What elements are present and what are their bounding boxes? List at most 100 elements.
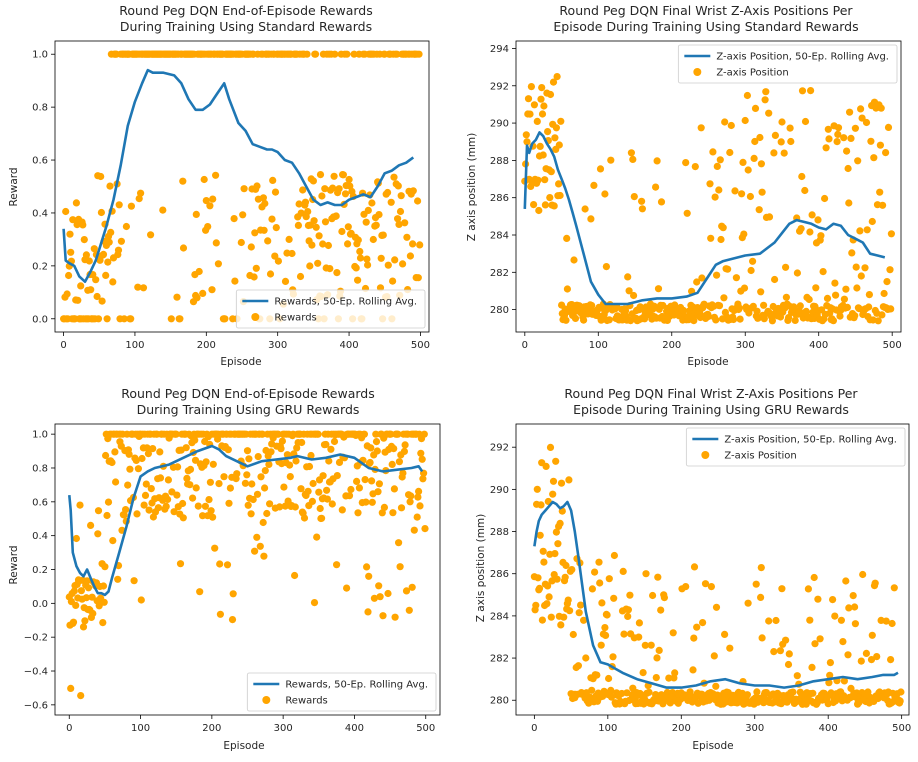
scatter-point bbox=[691, 163, 699, 171]
scatter-point bbox=[569, 630, 577, 639]
scatter-point bbox=[277, 445, 285, 453]
scatter-point bbox=[363, 255, 371, 263]
x-tick-label: 500 bbox=[892, 723, 911, 734]
scatter-point bbox=[610, 551, 619, 560]
scatter-point bbox=[333, 269, 341, 277]
scatter-point bbox=[147, 485, 155, 493]
scatter-point bbox=[793, 672, 801, 680]
chart-title-line1: Round Peg DQN End-of-Episode Rewards bbox=[119, 3, 373, 18]
scatter-point bbox=[304, 208, 312, 216]
scatter-point bbox=[602, 631, 610, 640]
scatter-point bbox=[840, 677, 849, 685]
y-tick-label: 0.6 bbox=[32, 156, 48, 167]
scatter-point bbox=[868, 631, 876, 639]
scatter-point bbox=[729, 315, 738, 324]
scatter-point bbox=[223, 561, 232, 569]
scatter-point bbox=[768, 317, 777, 325]
scatter-point bbox=[214, 260, 222, 268]
scatter-point bbox=[274, 257, 282, 265]
scatter-point bbox=[311, 50, 320, 58]
scatter-point bbox=[356, 254, 365, 262]
scatter-point bbox=[402, 587, 411, 595]
scatter-point bbox=[372, 430, 380, 438]
scatter-point bbox=[389, 277, 397, 285]
scatter-point bbox=[814, 216, 822, 224]
scatter-point bbox=[538, 110, 547, 118]
scatter-point bbox=[391, 613, 399, 621]
scatter-point bbox=[857, 657, 865, 665]
scatter-point bbox=[260, 552, 268, 560]
scatter-point bbox=[331, 50, 339, 58]
chart-panel-gru-rewards: Round Peg DQN End-of-Episode Rewards Dur… bbox=[8, 386, 441, 752]
scatter-point bbox=[563, 285, 572, 293]
scatter-point bbox=[627, 149, 636, 157]
scatter-point bbox=[97, 208, 105, 217]
scatter-point bbox=[333, 561, 341, 569]
scatter-point bbox=[568, 566, 576, 574]
scatter-point bbox=[390, 173, 398, 181]
scatter-point bbox=[189, 494, 197, 502]
scatter-point bbox=[719, 224, 727, 232]
scatter-point bbox=[263, 509, 271, 518]
scatter-point bbox=[205, 496, 213, 504]
scatter-point bbox=[697, 124, 705, 132]
scatter-point bbox=[354, 236, 362, 244]
scatter-point bbox=[390, 445, 398, 453]
scatter-point bbox=[225, 499, 233, 507]
scatter-point bbox=[825, 135, 833, 143]
scatter-point bbox=[724, 265, 732, 273]
scatter-point bbox=[605, 674, 613, 683]
scatter-point bbox=[239, 211, 247, 219]
scatter-point bbox=[553, 73, 561, 81]
scatter-point bbox=[588, 301, 596, 310]
scatter-point bbox=[283, 451, 291, 459]
scatter-point bbox=[782, 263, 790, 271]
scatter-point bbox=[103, 315, 111, 323]
scatter-point bbox=[251, 547, 259, 555]
scatter-point bbox=[808, 663, 816, 672]
scatter-point bbox=[804, 585, 813, 593]
scatter-point bbox=[786, 124, 794, 132]
scatter-point bbox=[305, 462, 314, 471]
scatter-point bbox=[335, 185, 343, 193]
scatter-point bbox=[149, 445, 157, 453]
scatter-point bbox=[837, 616, 846, 624]
scatter-point bbox=[682, 583, 690, 591]
scatter-point bbox=[395, 220, 403, 228]
scatter-point bbox=[132, 456, 140, 464]
scatter-point bbox=[167, 315, 175, 323]
scatter-point bbox=[706, 180, 714, 188]
scatter-point bbox=[199, 512, 207, 520]
scatter-point bbox=[565, 476, 573, 484]
scatter-point bbox=[321, 185, 329, 193]
scatter-point bbox=[605, 316, 613, 324]
x-tick-label: 500 bbox=[411, 340, 430, 351]
scatter-point bbox=[536, 531, 544, 539]
scatter-point bbox=[831, 279, 839, 287]
scatter-point bbox=[82, 594, 90, 602]
scatter-point bbox=[844, 164, 852, 173]
scatter-point bbox=[251, 229, 259, 237]
rolling-average-line bbox=[533, 500, 899, 689]
x-tick-label: 200 bbox=[662, 340, 681, 351]
scatter-point bbox=[601, 624, 609, 632]
x-tick-label: 100 bbox=[125, 340, 144, 351]
scatter-point bbox=[580, 316, 588, 324]
scatter-point bbox=[261, 484, 269, 492]
scatter-point bbox=[173, 491, 181, 499]
scatter-point bbox=[333, 472, 341, 480]
scatter-point bbox=[796, 302, 804, 310]
axis-ticks: 0 100 200 300 400 500 −0.6 −0.4 −0.2 0.0 0.2 0.4 0.6… bbox=[24, 430, 436, 734]
scatter-point bbox=[657, 198, 666, 206]
scatter-point bbox=[563, 234, 571, 242]
scatter-point bbox=[736, 315, 744, 323]
scatter-point bbox=[393, 50, 401, 58]
axis-ticks: 0 100 200 300 400 500 0.0 0.2 0.4 0.6 0.8 1.0 bbox=[32, 50, 430, 351]
scatter-point bbox=[755, 206, 763, 214]
scatter-point bbox=[100, 598, 108, 606]
scatter-point bbox=[540, 102, 548, 110]
scatter-point bbox=[780, 149, 788, 157]
y-tick-label: 0.4 bbox=[32, 531, 48, 542]
scatter-point bbox=[400, 447, 408, 455]
scatter-point bbox=[120, 315, 128, 323]
